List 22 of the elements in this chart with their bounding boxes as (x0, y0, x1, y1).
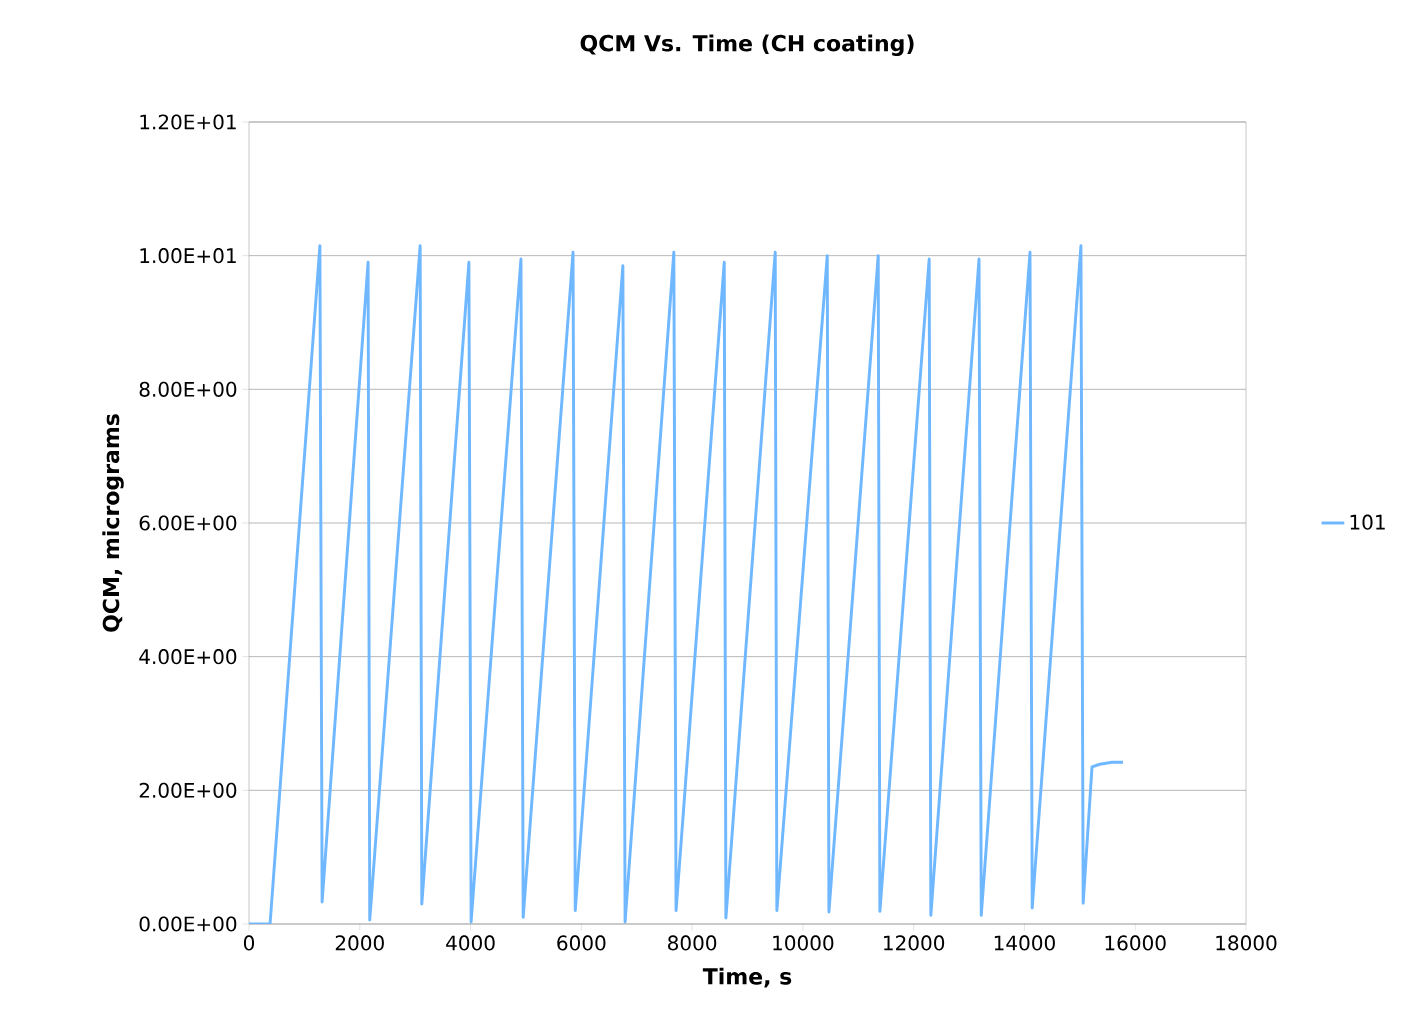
y-tick-label: 0.00E+00 (139, 916, 237, 932)
y-tick-label: 8.00E+00 (139, 381, 237, 397)
x-tick-label: 14000 (994, 935, 1055, 951)
x-tick-label: 6000 (557, 935, 606, 951)
x-tick-label: 4000 (446, 935, 495, 951)
x-tick-label: 8000 (668, 935, 717, 951)
legend-label: 101 (1350, 514, 1385, 530)
y-tick-label: 6.00E+00 (139, 515, 237, 531)
x-tick-label: 16000 (1105, 935, 1166, 951)
chart-title: QCM Vs. Time (CH coating) (580, 34, 914, 56)
y-tick-label: 2.00E+00 (139, 782, 237, 798)
x-tick-label: 10000 (773, 935, 834, 951)
y-tick-label: 4.00E+00 (139, 649, 237, 665)
x-tick-label: 18000 (1216, 935, 1277, 951)
x-tick-label: 0 (243, 935, 255, 951)
line-series (249, 244, 1125, 924)
y-axis-title: QCM, micrograms (102, 414, 124, 632)
x-tick-label: 12000 (884, 935, 945, 951)
x-tick-label: 2000 (335, 935, 384, 951)
x-axis-title: Time, s (702, 967, 792, 988)
y-tick-label: 1.20E+01 (140, 114, 236, 130)
y-tick-label: 1.00E+01 (140, 248, 236, 264)
